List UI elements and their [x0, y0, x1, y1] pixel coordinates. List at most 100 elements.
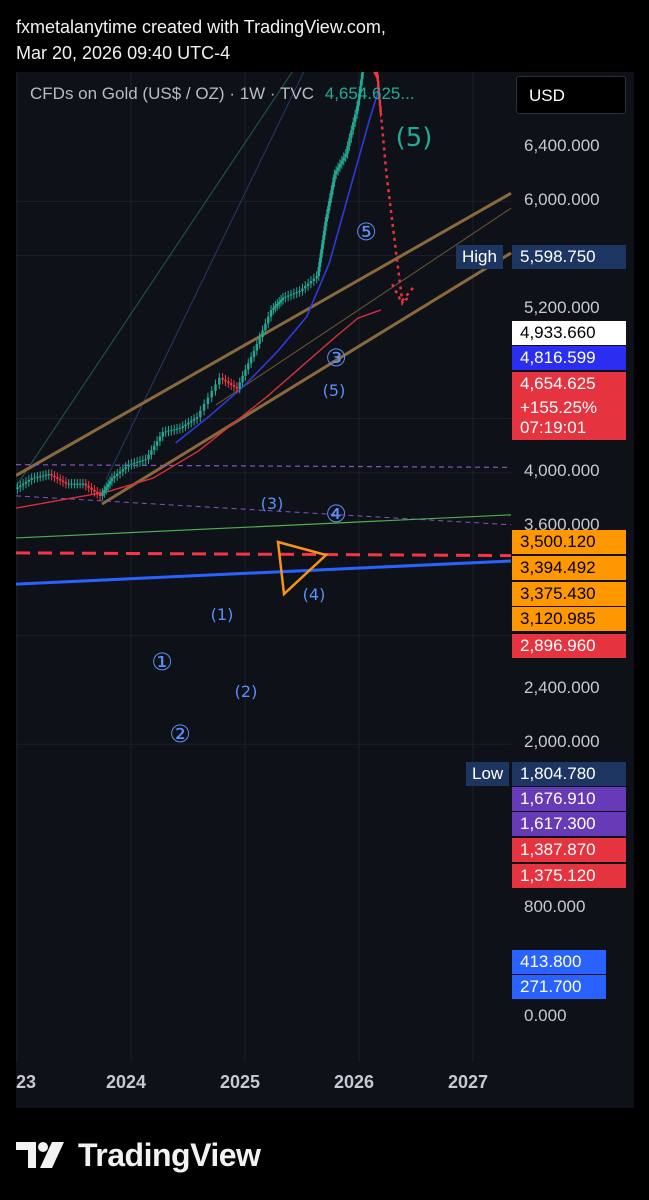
- blue-tag: 271.700: [512, 975, 606, 999]
- candle-body: [178, 428, 182, 430]
- triangle-pattern: [276, 540, 329, 597]
- candle-body: [105, 487, 108, 490]
- price-tick: 4,000.000: [524, 461, 600, 480]
- purple-tag: 1,617.300: [512, 812, 626, 836]
- candle-body: [158, 436, 162, 442]
- candle-body: [27, 480, 31, 482]
- candle-body: [227, 381, 230, 384]
- candle-body: [44, 474, 48, 476]
- candle-body: [184, 424, 187, 427]
- candle-body: [244, 369, 247, 377]
- candle-body: [64, 482, 68, 484]
- candle-body: [379, 106, 382, 113]
- candle-body: [306, 283, 310, 286]
- candle-body: [330, 190, 333, 199]
- candle-body: [295, 292, 298, 294]
- time-tick: 2025: [220, 1072, 261, 1092]
- candle-body: [328, 198, 332, 206]
- chart-credit: fxmetalanytime created with TradingView.…: [16, 17, 386, 37]
- orange-tag: 3,120.985: [512, 607, 626, 631]
- orange-tag: 3,375.430: [512, 582, 626, 606]
- candle-body: [41, 475, 45, 477]
- candle-body: [195, 417, 199, 419]
- candle-body: [261, 330, 264, 338]
- candle-body: [264, 323, 267, 331]
- candle-body: [269, 309, 273, 317]
- red-dash-tag: 1,387.870: [512, 838, 626, 862]
- countdown-tag: 07:19:01: [512, 418, 626, 440]
- candle-body: [164, 431, 167, 433]
- wave-label-circled-3: ③: [325, 344, 347, 372]
- candle-body: [292, 293, 296, 295]
- candle-body: [274, 305, 277, 308]
- candle-body: [221, 377, 224, 380]
- green-ma: [16, 514, 512, 539]
- low-price-tag: 1,804.780: [512, 762, 626, 786]
- candle-body: [16, 487, 19, 490]
- price-tick: 6,000.000: [524, 190, 600, 209]
- candle-body: [375, 73, 379, 75]
- candle-body: [325, 213, 329, 222]
- candle-body: [301, 288, 304, 291]
- price-tick: 800.000: [524, 897, 586, 916]
- price-tick: 5,200.000: [524, 298, 600, 317]
- fan-line: [16, 72, 293, 487]
- time-tick: 2027: [448, 1072, 489, 1092]
- candle-body: [106, 484, 110, 488]
- candle-body: [334, 170, 338, 175]
- candle-body: [30, 478, 33, 481]
- candle-body: [19, 485, 22, 488]
- candle-body: [350, 130, 353, 139]
- chart-panel[interactable]: (5) ⑤ ③ ④ ① ② (5) (3) (1) (4) (2) CFDs on Gold (US…: [16, 72, 634, 1108]
- candle-body: [355, 106, 359, 115]
- candle-body: [317, 266, 320, 277]
- channel-mid: [215, 207, 512, 406]
- candle-body: [286, 295, 290, 297]
- last-price-header: 4,654.625...: [324, 84, 415, 103]
- candle-body: [309, 281, 313, 284]
- candle-body: [199, 410, 202, 418]
- wave-label-5: (5): [323, 381, 346, 400]
- candle-body: [238, 382, 241, 389]
- price-chart[interactable]: (5) ⑤ ③ ④ ① ② (5) (3) (1) (4) (2): [16, 72, 634, 1108]
- candle-body: [214, 384, 217, 391]
- candle-body: [124, 466, 127, 470]
- red-dash-tag: 1,375.120: [512, 864, 626, 888]
- candle-body: [70, 483, 73, 485]
- tradingview-logo[interactable]: TradingView: [16, 1135, 261, 1175]
- candle-body: [150, 450, 153, 455]
- candle-body: [161, 432, 164, 437]
- candle-body: [73, 483, 76, 485]
- candle-body: [181, 426, 184, 429]
- candle-body: [153, 445, 156, 451]
- tradingview-wordmark: TradingView: [78, 1136, 261, 1173]
- candle-body: [53, 475, 56, 478]
- candle-body: [76, 483, 79, 485]
- candle-body: [98, 493, 102, 496]
- price-tick: 2,400.000: [524, 678, 600, 697]
- candle-body: [277, 301, 281, 304]
- candle-body: [127, 464, 130, 467]
- candle-body: [346, 145, 349, 154]
- candle-body: [81, 483, 85, 485]
- currency-button[interactable]: USD: [516, 76, 626, 114]
- blue-ma: [16, 559, 512, 586]
- candle-body: [192, 418, 196, 421]
- purple-tag: 1,676.910: [512, 787, 626, 811]
- candle-body: [358, 92, 361, 100]
- chart-timestamp: Mar 20, 2026 09:40 UTC-4: [16, 43, 231, 63]
- candle-body: [267, 316, 270, 324]
- blue-tag: 413.800: [512, 950, 606, 974]
- candle-body: [304, 285, 307, 289]
- candle-body: [378, 99, 382, 107]
- candle-body: [348, 138, 351, 146]
- wave-label-circled-4: ④: [325, 500, 347, 528]
- wave-label-circled-5: ⑤: [355, 218, 377, 246]
- price-tag-4816: 4,816.599: [512, 346, 626, 370]
- candle-body: [377, 81, 380, 88]
- symbol-title: CFDs on Gold (US$ / OZ) · 1W · TVC: [30, 84, 315, 103]
- candle-body: [361, 72, 364, 80]
- red-ma-tag: 2,896.960: [512, 634, 626, 658]
- low-label: Low: [466, 762, 510, 786]
- candle-body: [327, 205, 330, 214]
